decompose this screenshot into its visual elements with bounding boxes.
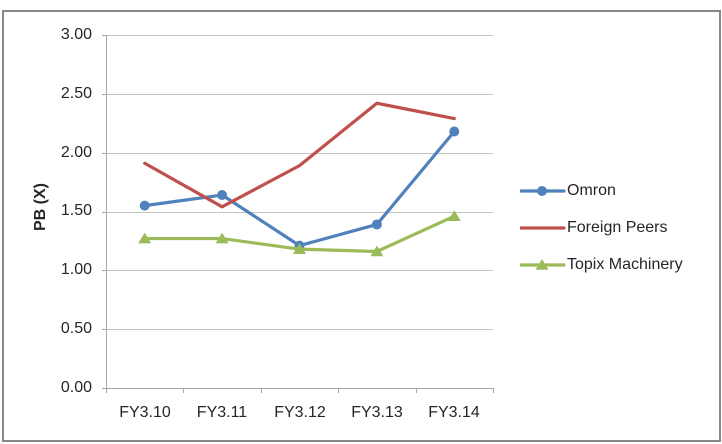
legend-item-topix-machinery: Topix Machinery xyxy=(520,255,683,275)
y-tick-label: 3.00 xyxy=(60,26,92,43)
legend-label-foreign-peers: Foreign Peers xyxy=(567,219,668,236)
legend-label-topix-machinery: Topix Machinery xyxy=(567,256,683,273)
legend-swatch-line-circle-icon xyxy=(520,186,566,196)
y-tick-label: 1.00 xyxy=(60,261,92,278)
y-tick-label: 0.50 xyxy=(60,320,92,337)
x-tick-label: FY3.14 xyxy=(428,404,480,421)
y-tick-label: 2.50 xyxy=(60,85,92,102)
y-tick-label: 2.00 xyxy=(60,144,92,161)
legend-item-omron: Omron xyxy=(520,181,683,201)
chart-frame xyxy=(2,10,721,442)
x-tick-label: FY3.13 xyxy=(351,404,403,421)
x-tick-label: FY3.11 xyxy=(196,404,248,421)
x-tick-label: FY3.10 xyxy=(119,404,171,421)
y-tick-label: 0.00 xyxy=(60,379,92,396)
legend-swatch-line-triangle-icon xyxy=(520,259,566,270)
x-tick-label: FY3.12 xyxy=(274,404,326,421)
legend-label-omron: Omron xyxy=(567,182,616,199)
y-tick-label: 1.50 xyxy=(60,202,92,219)
legend-swatch-line-icon xyxy=(520,226,566,230)
legend: Omron Foreign Peers Topix Machinery xyxy=(520,181,683,275)
legend-item-foreign-peers: Foreign Peers xyxy=(520,218,683,238)
